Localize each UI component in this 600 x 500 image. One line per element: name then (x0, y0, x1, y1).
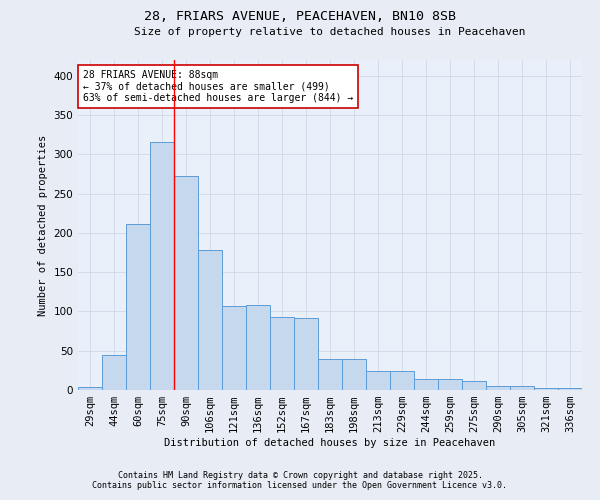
Bar (126, 224, 150, 390)
Text: Contains HM Land Registry data © Crown copyright and database right 2025.
Contai: Contains HM Land Registry data © Crown c… (92, 470, 508, 490)
Bar (558, 388, 582, 390)
X-axis label: Distribution of detached houses by size in Peacehaven: Distribution of detached houses by size … (164, 438, 496, 448)
Bar (510, 386, 534, 390)
Bar (294, 318, 318, 390)
Text: 28, FRIARS AVENUE, PEACEHAVEN, BN10 8SB: 28, FRIARS AVENUE, PEACEHAVEN, BN10 8SB (144, 10, 456, 23)
Bar (414, 379, 438, 390)
Bar (222, 306, 246, 390)
Bar (438, 379, 462, 390)
Y-axis label: Number of detached properties: Number of detached properties (38, 134, 48, 316)
Bar (174, 176, 198, 390)
Bar (486, 386, 510, 390)
Bar (78, 387, 102, 390)
Bar (390, 371, 414, 390)
Bar (342, 358, 366, 390)
Bar (246, 305, 270, 390)
Bar (102, 356, 126, 390)
Bar (198, 250, 222, 390)
Bar (318, 360, 342, 390)
Bar (150, 142, 174, 390)
Text: 28 FRIARS AVENUE: 88sqm
← 37% of detached houses are smaller (499)
63% of semi-d: 28 FRIARS AVENUE: 88sqm ← 37% of detache… (83, 70, 353, 103)
Bar (366, 371, 390, 390)
Title: Size of property relative to detached houses in Peacehaven: Size of property relative to detached ho… (134, 27, 526, 37)
Bar (462, 382, 486, 390)
Bar (270, 317, 294, 390)
Bar (534, 388, 558, 390)
